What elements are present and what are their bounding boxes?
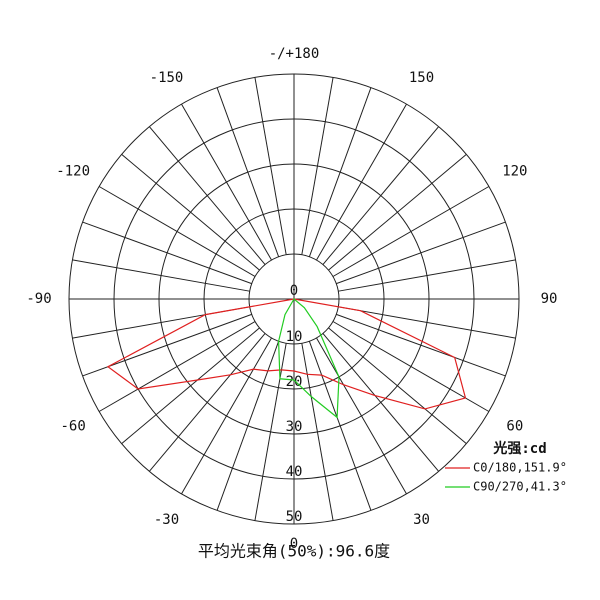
legend-title: 光强:cd	[492, 440, 546, 457]
r-tick-label: 50	[286, 509, 303, 525]
ring	[113, 118, 475, 480]
r-tick-label: 30	[286, 419, 303, 435]
r-tick-label: 0	[290, 283, 298, 299]
angle-tick-label: -30	[154, 512, 179, 528]
angle-tick-label: 0	[290, 536, 298, 552]
footer: 平均光束角(50%):96.6度	[198, 542, 390, 561]
angle-tick-label: -120	[56, 164, 90, 180]
ring	[203, 208, 385, 390]
ring	[68, 73, 520, 525]
angle-tick-label: -/+180	[269, 46, 320, 62]
r-tick-label: 20	[286, 374, 303, 390]
r-tick-label: 10	[286, 329, 303, 345]
ring	[158, 163, 430, 435]
angle-tick-label: 30	[413, 512, 430, 528]
series-curve	[278, 298, 340, 419]
angle-tick-label: 150	[409, 70, 434, 86]
legend-label: C0/180,151.9°	[473, 461, 567, 475]
r-tick-label: 40	[286, 464, 303, 480]
angle-tick-label: 120	[502, 164, 527, 180]
angle-tick-label: -60	[61, 419, 86, 435]
angle-tick-label: 90	[541, 291, 558, 307]
angle-tick-label: -90	[26, 291, 51, 307]
ring	[248, 253, 340, 345]
legend-label: C90/270,41.3°	[473, 480, 567, 494]
series-curve	[106, 298, 467, 410]
angle-tick-label: 60	[506, 419, 523, 435]
angle-tick-label: -150	[150, 70, 184, 86]
